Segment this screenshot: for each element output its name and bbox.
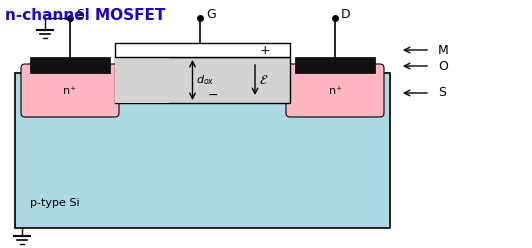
Text: $\mathcal{E}$: $\mathcal{E}$: [259, 73, 269, 87]
Text: +: +: [260, 43, 270, 57]
Text: $d_{ox}$: $d_{ox}$: [196, 73, 215, 87]
Text: S: S: [438, 87, 446, 99]
Text: O: O: [438, 60, 448, 72]
Bar: [115, 43, 290, 57]
Bar: [115, 57, 170, 103]
FancyBboxPatch shape: [286, 64, 384, 117]
Text: n⁺: n⁺: [63, 86, 77, 95]
Text: D: D: [341, 8, 351, 22]
Text: p-type Si: p-type Si: [30, 198, 80, 208]
Bar: [15, 73, 390, 228]
Bar: [295, 57, 375, 73]
FancyBboxPatch shape: [21, 64, 119, 117]
Text: G: G: [206, 8, 216, 22]
Text: n-channel MOSFET: n-channel MOSFET: [5, 8, 165, 23]
Bar: [30, 57, 110, 73]
Text: −: −: [207, 89, 218, 101]
Text: M: M: [438, 43, 449, 57]
Text: S: S: [76, 8, 84, 22]
Bar: [115, 57, 290, 103]
Text: n⁺: n⁺: [328, 86, 342, 95]
